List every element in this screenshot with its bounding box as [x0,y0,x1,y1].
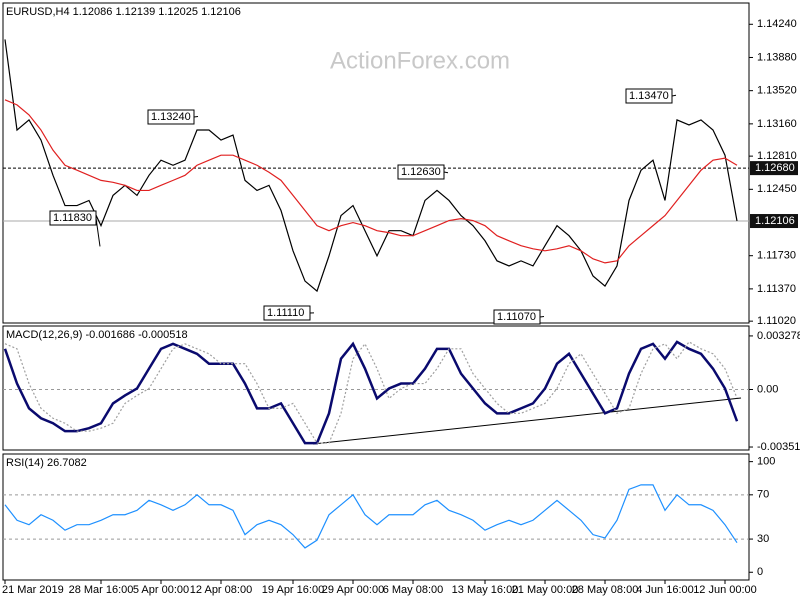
x-tick-label: 4 Jun 16:00 [636,584,694,596]
x-tick-label: 12 Apr 08:00 [190,584,252,596]
y-tick-label: 0.003278 [757,330,800,342]
annotation-connector [95,217,101,247]
annotation-label: 1.13470 [629,90,669,102]
annotation-box [49,210,97,226]
price-level-box [750,214,798,229]
x-tick-label: 6 May 08:00 [383,584,444,596]
x-tick-label: 19 Apr 16:00 [262,584,324,596]
y-tick-label: 1.13520 [757,85,797,97]
panel-title: RSI(14) 26.7082 [6,457,87,469]
x-tick-label: 12 Jun 00:00 [693,584,757,596]
annotation-label: 1.11830 [53,212,92,224]
annotation-connector [671,94,677,97]
x-tick-label: 21 Mar 2019 [2,584,64,596]
annotation-box [625,88,673,104]
y-tick-label: 1.12810 [757,150,797,162]
x-tick-label: 5 Apr 00:00 [133,584,189,596]
panel-title: EURUSD,H4 1.12086 1.12139 1.12025 1.1210… [6,6,241,18]
panel [2,325,750,451]
y-tick-label: 100 [757,456,775,468]
y-tick-label: 1.13160 [757,118,797,130]
x-tick-label: 21 May 00:00 [512,584,579,596]
y-tick-label: 1.13880 [757,51,797,63]
price-level-box [750,161,798,176]
y-tick-label: 0 [757,566,763,578]
y-tick-label: 1.11020 [757,315,796,327]
y-tick-label: 1.11370 [757,283,796,295]
y-tick-label: 30 [757,533,769,545]
y-tick-label: -0.003519 [757,441,800,453]
y-tick-label: 1.11730 [757,250,796,262]
panel-title: MACD(12,26,9) -0.001686 -0.000518 [6,329,188,341]
series-line [4,99,738,264]
annotation-box [147,109,195,125]
y-tick-label: 1.14240 [757,18,797,30]
x-tick-label: 28 Mar 16:00 [69,584,134,596]
x-tick-label: 29 Apr 00:00 [322,584,384,596]
x-tick-label: 28 May 08:00 [572,584,639,596]
y-tick-label: 70 [757,489,769,501]
annotation-box [397,164,445,180]
annotation-box [493,309,541,325]
panel [2,2,750,324]
x-tick-label: 13 May 16:00 [452,584,519,596]
series-line [4,341,738,444]
annotation-label: 1.13240 [151,111,191,123]
y-tick-label: 1.12450 [757,183,797,195]
y-tick-label: 0.00 [757,383,778,395]
watermark: ActionForex.com [330,47,510,74]
annotation-label: 1.11070 [497,311,536,323]
annotation-connector [193,115,199,118]
annotation-connector [443,171,449,174]
annotation-box [263,305,311,321]
trend-line [312,397,742,445]
annotation-label: 1.12630 [401,166,441,178]
annotation-label: 1.11110 [267,307,304,319]
series-line [4,39,738,293]
price-level-label: 1.12106 [755,215,795,227]
panel [2,453,750,581]
price-level-label: 1.12680 [755,162,795,174]
series-line [4,484,738,549]
